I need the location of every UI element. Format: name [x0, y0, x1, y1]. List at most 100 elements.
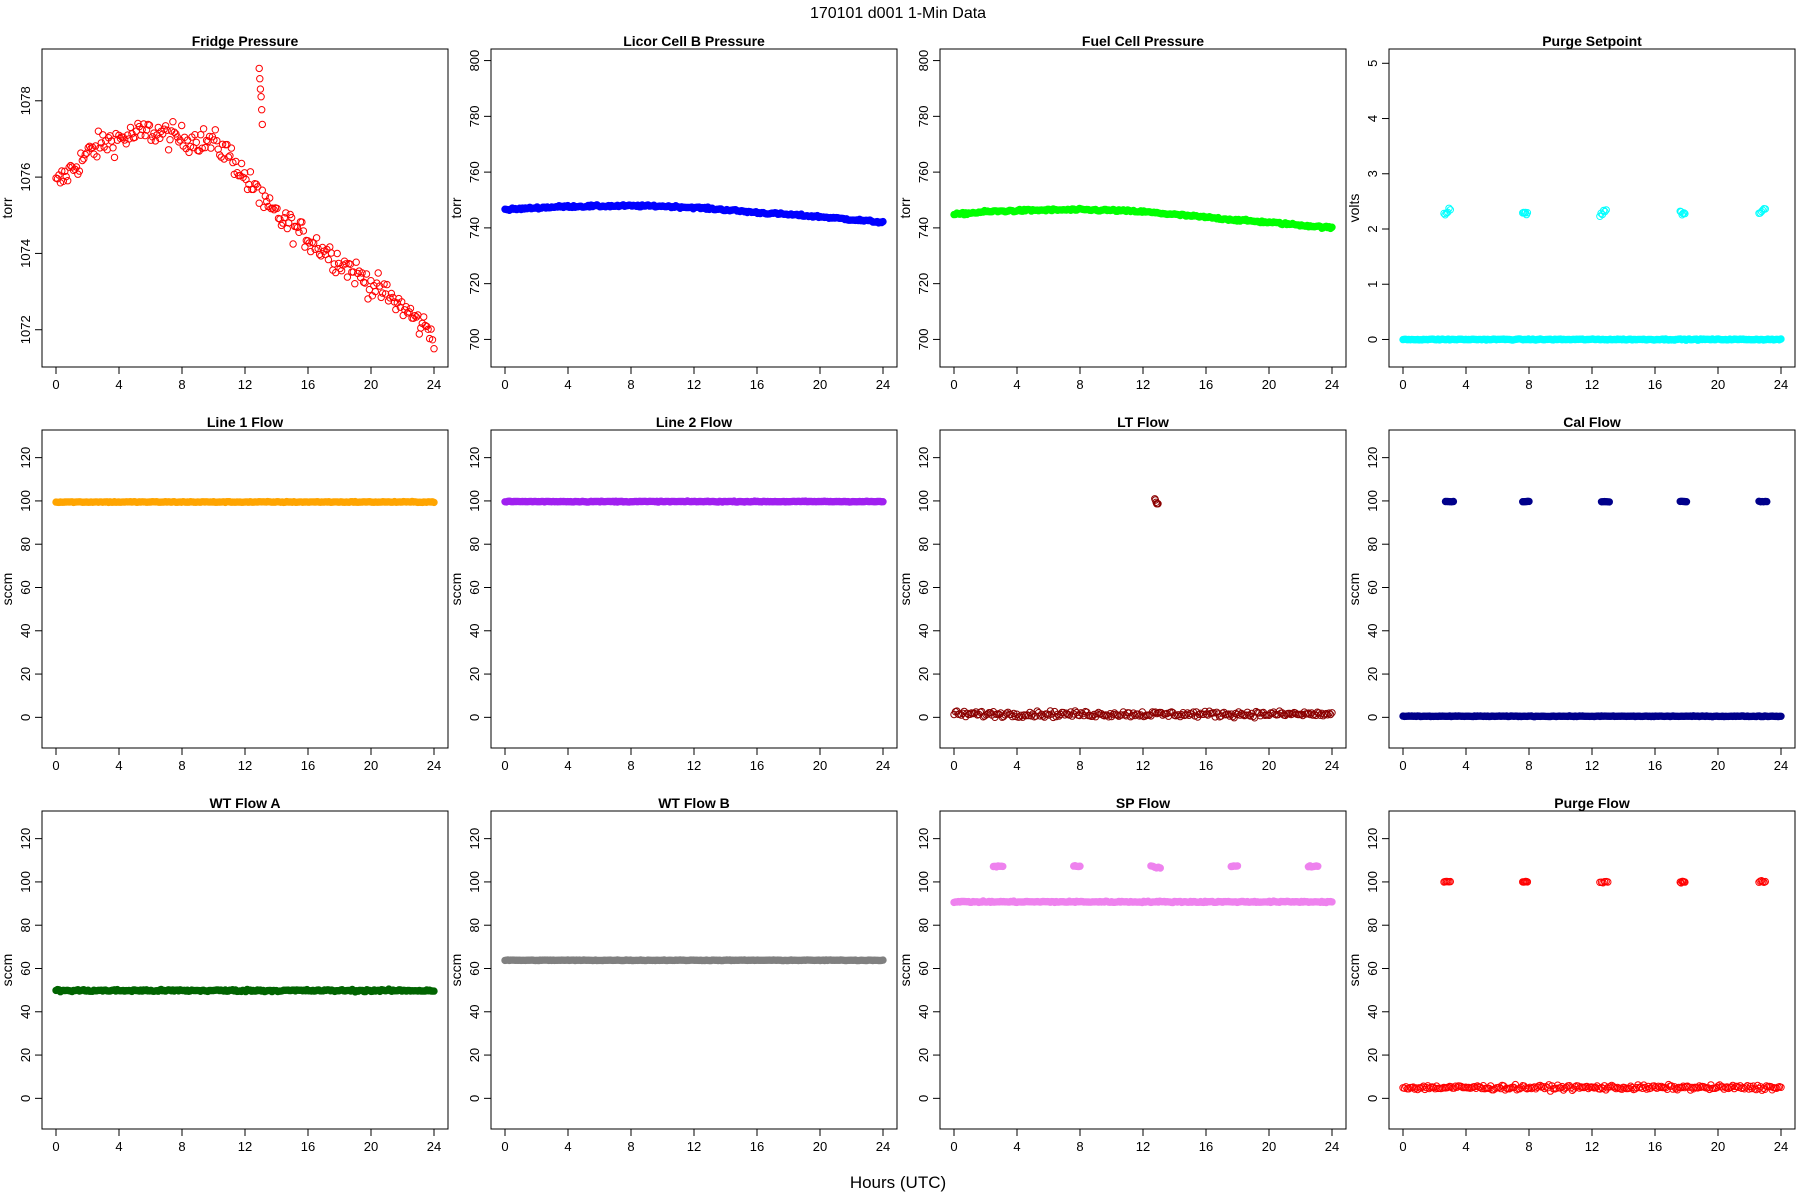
x-tick-label: 0 [501, 377, 508, 392]
data-point [1090, 710, 1098, 719]
x-tick-label: 16 [1648, 758, 1662, 773]
x-tick-label: 12 [1585, 758, 1599, 773]
x-tick-label: 20 [1711, 1139, 1725, 1154]
data-point [1513, 1086, 1521, 1094]
data-point [1444, 208, 1452, 217]
x-tick-label: 8 [627, 377, 634, 392]
data-point [261, 192, 269, 200]
x-tick-label: 0 [501, 758, 508, 773]
data-point [305, 239, 313, 247]
data-point [879, 498, 887, 506]
y-tick-label: 780 [916, 105, 931, 127]
x-tick-label: 12 [238, 1139, 252, 1154]
x-tick-label: 20 [813, 377, 827, 392]
data-point [64, 177, 72, 185]
data-point [87, 144, 95, 153]
data-point [377, 293, 385, 302]
y-tick-label: 60 [18, 580, 33, 594]
y-tick-label: 120 [916, 828, 931, 850]
y-axis-label: sccm [897, 954, 913, 987]
y-tick-label: 60 [1365, 961, 1380, 975]
data-point [1061, 711, 1069, 719]
y-tick-label: 0 [1365, 336, 1380, 343]
data-point [324, 255, 333, 264]
data-point [1612, 1084, 1620, 1093]
data-point [260, 203, 268, 212]
y-tick-label: 700 [916, 329, 931, 351]
x-tick-label: 8 [1076, 1139, 1083, 1154]
data-point [1777, 335, 1785, 343]
y-tick-label: 0 [1365, 1095, 1380, 1102]
data-point [1746, 1082, 1755, 1091]
y-axis-label: sccm [1346, 954, 1362, 987]
x-tick-label: 0 [501, 1139, 508, 1154]
panel-title: WT Flow A [209, 795, 280, 811]
data-point [383, 280, 391, 289]
x-tick-label: 4 [1462, 1139, 1469, 1154]
x-tick-label: 20 [1262, 377, 1276, 392]
data-point [1141, 712, 1149, 720]
y-tick-label: 720 [467, 273, 482, 295]
x-tick-label: 8 [178, 758, 185, 773]
data-point [411, 312, 419, 320]
data-point [1449, 497, 1458, 506]
y-tick-label: 20 [916, 1048, 931, 1062]
data-point [198, 144, 206, 152]
data-point [299, 227, 308, 235]
y-tick-label: 80 [916, 537, 931, 551]
data-points [1399, 497, 1785, 721]
data-point [1226, 712, 1234, 720]
x-tick-label: 12 [238, 377, 252, 392]
y-tick-label: 760 [467, 161, 482, 183]
x-tick-label: 24 [1774, 758, 1788, 773]
y-tick-label: 40 [916, 1005, 931, 1019]
data-points [501, 956, 887, 965]
x-tick-label: 24 [1325, 1139, 1339, 1154]
y-tick-label: 120 [467, 828, 482, 850]
x-tick-label: 16 [750, 377, 764, 392]
data-point [1651, 1083, 1660, 1091]
data-point [77, 149, 85, 157]
data-point [1681, 209, 1689, 218]
data-points [501, 201, 887, 227]
data-point [349, 268, 357, 276]
data-point [126, 123, 135, 132]
x-axis-label: Hours (UTC) [850, 1173, 946, 1192]
data-point [412, 313, 421, 321]
y-tick-label: 120 [467, 447, 482, 469]
panel-6: Line 2 Flow sccm 0 4 8 12 16 20 24 0 20 40 60 80 100 12… [448, 414, 898, 773]
data-point [169, 118, 177, 126]
data-point [201, 143, 209, 152]
x-tick-label: 4 [1013, 758, 1020, 773]
y-axis-label: torr [0, 197, 15, 218]
x-tick-label: 0 [950, 758, 957, 773]
y-tick-label: 80 [916, 918, 931, 932]
data-point [879, 956, 887, 964]
y-tick-label: 120 [18, 447, 33, 469]
y-tick-label: 60 [18, 961, 33, 975]
data-points [950, 495, 1336, 722]
data-point [427, 325, 435, 333]
y-tick-label: 740 [467, 217, 482, 239]
data-point [295, 228, 303, 237]
x-tick-label: 8 [1525, 1139, 1532, 1154]
data-point [371, 287, 379, 296]
panel-title: Fridge Pressure [192, 33, 299, 49]
plot-frame [490, 429, 898, 749]
data-point [333, 249, 341, 258]
data-point [218, 140, 227, 149]
y-tick-label: 40 [916, 624, 931, 638]
data-points [950, 862, 1336, 907]
data-point [141, 131, 149, 140]
data-point [166, 136, 174, 144]
x-tick-label: 16 [750, 758, 764, 773]
y-tick-label: 40 [18, 624, 33, 638]
x-tick-label: 24 [427, 377, 441, 392]
data-point [268, 204, 277, 212]
data-point [1045, 711, 1053, 719]
y-tick-label: 2 [1365, 225, 1380, 232]
data-point [208, 133, 217, 141]
panel-title: WT Flow B [658, 795, 730, 811]
data-point [387, 289, 396, 298]
data-point [1236, 711, 1244, 719]
